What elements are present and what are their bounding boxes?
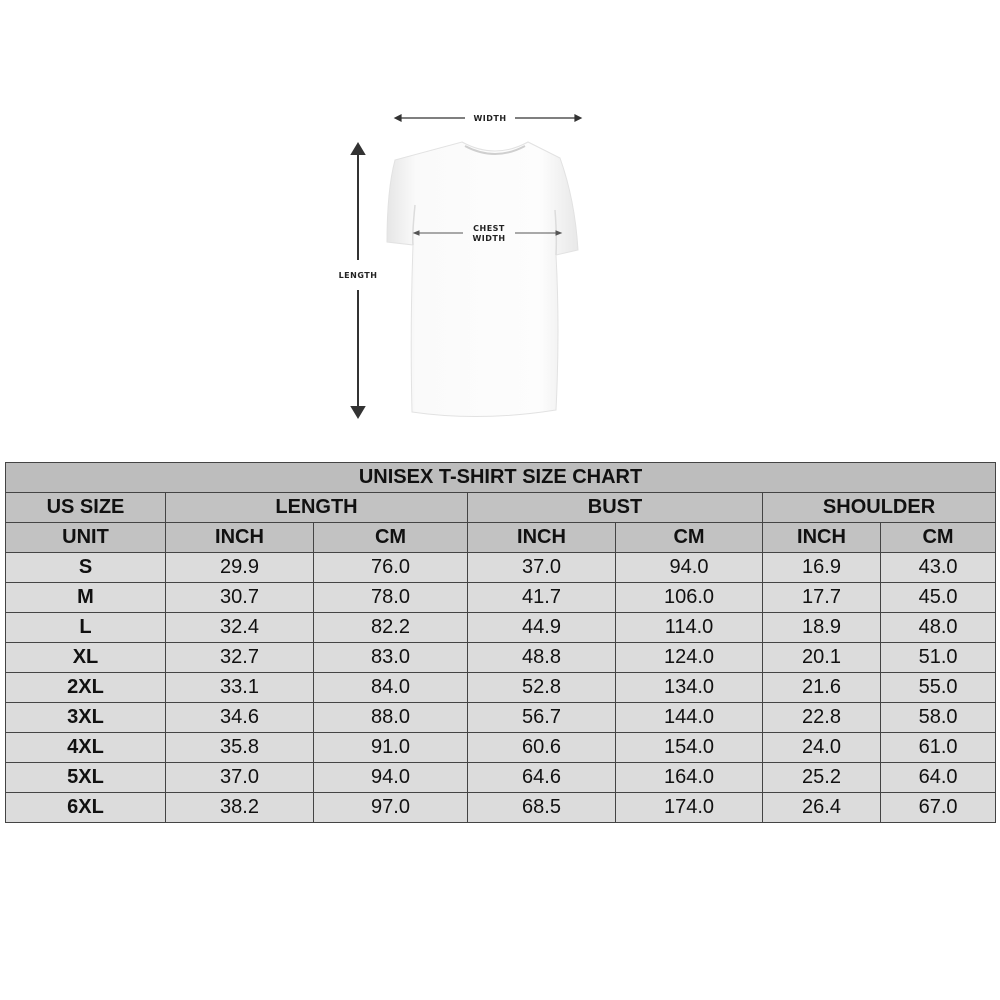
value-cell: 68.5 [467, 792, 616, 823]
header-shoulder: SHOULDER [761, 492, 997, 523]
value-cell: 34.6 [165, 702, 314, 733]
unit-cell: INCH [762, 522, 881, 553]
value-cell: 84.0 [313, 672, 468, 703]
table-row: S 29.9 76.0 37.0 94.0 16.9 43.0 [5, 552, 997, 583]
chest-width-arrow [412, 230, 563, 236]
value-cell: 94.0 [313, 762, 468, 793]
table-row: 5XL 37.0 94.0 64.6 164.0 25.2 64.0 [5, 762, 997, 793]
value-cell: 174.0 [615, 792, 763, 823]
value-cell: 58.0 [879, 702, 997, 733]
unit-cell: CM [615, 522, 763, 553]
value-cell: 134.0 [615, 672, 763, 703]
value-cell: 114.0 [615, 612, 763, 643]
value-cell: 37.0 [165, 762, 314, 793]
value-cell: 106.0 [615, 582, 763, 613]
value-cell: 44.9 [467, 612, 616, 643]
value-cell: 26.4 [762, 792, 881, 823]
table-row: M 30.7 78.0 41.7 106.0 17.7 45.0 [5, 582, 997, 613]
value-cell: 38.2 [165, 792, 314, 823]
value-cell: 48.0 [879, 612, 997, 643]
length-label: LENGTH [339, 271, 378, 280]
value-cell: 16.9 [762, 552, 881, 583]
size-cell: S [5, 552, 166, 583]
value-cell: 55.0 [879, 672, 997, 703]
value-cell: 37.0 [467, 552, 616, 583]
value-cell: 83.0 [313, 642, 468, 673]
value-cell: 29.9 [165, 552, 314, 583]
value-cell: 91.0 [313, 732, 468, 763]
value-cell: 52.8 [467, 672, 616, 703]
size-cell: 3XL [5, 702, 166, 733]
width-label: WIDTH [473, 114, 506, 123]
value-cell: 33.1 [165, 672, 314, 703]
chest-width-label: WIDTH [472, 234, 505, 243]
value-cell: 17.7 [762, 582, 881, 613]
value-cell: 64.6 [467, 762, 616, 793]
value-cell: 94.0 [615, 552, 763, 583]
value-cell: 164.0 [615, 762, 763, 793]
size-cell: 2XL [5, 672, 166, 703]
unit-cell: INCH [467, 522, 616, 553]
value-cell: 30.7 [165, 582, 314, 613]
value-cell: 64.0 [879, 762, 997, 793]
table-row: 2XL 33.1 84.0 52.8 134.0 21.6 55.0 [5, 672, 997, 703]
value-cell: 32.7 [165, 642, 314, 673]
value-cell: 41.7 [467, 582, 616, 613]
header-bust: BUST [467, 492, 763, 523]
value-cell: 51.0 [879, 642, 997, 673]
table-row: 4XL 35.8 91.0 60.6 154.0 24.0 61.0 [5, 732, 997, 763]
size-cell: 6XL [5, 792, 166, 823]
value-cell: 154.0 [615, 732, 763, 763]
value-cell: 124.0 [615, 642, 763, 673]
size-cell: 4XL [5, 732, 166, 763]
header-us-size: US SIZE [5, 492, 166, 523]
value-cell: 78.0 [313, 582, 468, 613]
header-length: LENGTH [165, 492, 468, 523]
table-row: 3XL 34.6 88.0 56.7 144.0 22.8 58.0 [5, 702, 997, 733]
table-row: XL 32.7 83.0 48.8 124.0 20.1 51.0 [5, 642, 997, 673]
size-cell: M [5, 582, 166, 613]
value-cell: 24.0 [762, 732, 881, 763]
value-cell: 82.2 [313, 612, 468, 643]
size-chart-table: UNISEX T-SHIRT SIZE CHART US SIZE LENGTH… [4, 462, 997, 823]
value-cell: 25.2 [762, 762, 881, 793]
unit-cell: CM [879, 522, 997, 553]
value-cell: 20.1 [762, 642, 881, 673]
value-cell: 88.0 [313, 702, 468, 733]
unit-row: UNIT INCH CM INCH CM INCH CM [5, 522, 997, 553]
tshirt-measurement-diagram: WIDTH CHEST WIDTH LENGTH [339, 114, 583, 419]
table-title: UNISEX T-SHIRT SIZE CHART [4, 462, 997, 493]
unit-cell: CM [313, 522, 468, 553]
value-cell: 22.8 [762, 702, 881, 733]
size-cell: 5XL [5, 762, 166, 793]
size-cell: XL [5, 642, 166, 673]
chest-label: CHEST [473, 224, 505, 233]
value-cell: 67.0 [879, 792, 997, 823]
header-row: US SIZE LENGTH BUST SHOULDER [5, 492, 997, 523]
tshirt-image [386, 141, 579, 418]
table-title-row: UNISEX T-SHIRT SIZE CHART [4, 462, 997, 493]
value-cell: 21.6 [762, 672, 881, 703]
value-cell: 45.0 [879, 582, 997, 613]
value-cell: 48.8 [467, 642, 616, 673]
value-cell: 56.7 [467, 702, 616, 733]
value-cell: 18.9 [762, 612, 881, 643]
value-cell: 35.8 [165, 732, 314, 763]
value-cell: 32.4 [165, 612, 314, 643]
unit-cell: INCH [165, 522, 314, 553]
table-row: 6XL 38.2 97.0 68.5 174.0 26.4 67.0 [5, 792, 997, 823]
size-cell: L [5, 612, 166, 643]
value-cell: 43.0 [879, 552, 997, 583]
value-cell: 144.0 [615, 702, 763, 733]
table-row: L 32.4 82.2 44.9 114.0 18.9 48.0 [5, 612, 997, 643]
width-arrow [393, 114, 583, 122]
value-cell: 61.0 [879, 732, 997, 763]
length-arrow [350, 142, 366, 419]
value-cell: 76.0 [313, 552, 468, 583]
value-cell: 60.6 [467, 732, 616, 763]
value-cell: 97.0 [313, 792, 468, 823]
unit-label: UNIT [5, 522, 166, 553]
